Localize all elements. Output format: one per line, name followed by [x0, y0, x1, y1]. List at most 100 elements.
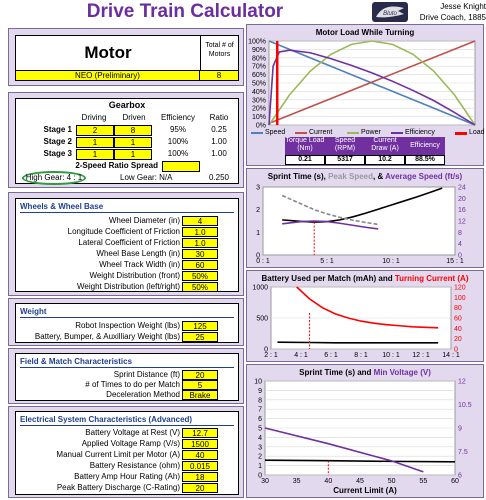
ratio-spread-input[interactable] — [162, 161, 200, 172]
series-line-peak-speed — [281, 194, 379, 226]
battery-voltage-input[interactable]: 12.7 — [182, 428, 218, 438]
weight-front-input[interactable]: 50% — [182, 271, 218, 281]
y2-tick-label: 120 — [454, 285, 466, 292]
motor-load-title: Motor Load While Turning — [315, 28, 415, 37]
y-tick-label: 40% — [252, 89, 266, 96]
robot-weight-input[interactable]: 125 — [182, 321, 218, 331]
sprint-distance-row: Sprint Distance (ft) 20 — [16, 370, 238, 380]
c-rating-label: Peak Battery Discharge (C-Rating) — [56, 483, 180, 492]
series-line-power — [268, 40, 476, 126]
decel-method-select[interactable]: Brake — [182, 390, 218, 400]
sprint-speed-panel: Sprint Time (s), Peak Speed, & Average S… — [246, 168, 484, 268]
battery-resistance-input[interactable]: 0.015 — [182, 461, 218, 471]
stage-3-driving-input[interactable]: 1 — [76, 149, 114, 160]
lat-friction-input[interactable]: 1.0 — [182, 238, 218, 248]
title-part: Average Speed (ft/s) — [385, 172, 463, 181]
stage-3-driven-input[interactable]: 1 — [114, 149, 152, 160]
electrical-heading: Electrical System Characteristics (Advan… — [20, 415, 193, 424]
torque-value: 0.21 — [285, 155, 325, 165]
times-per-match-input[interactable]: 5 — [182, 380, 218, 390]
col-driven: Driven — [122, 113, 146, 122]
y2-tick-label: 10.5 — [458, 402, 472, 409]
amp-hour-label: Battery Amp Hour Rating (Ah) — [74, 472, 180, 481]
legend-label: Load — [469, 129, 485, 136]
track-width-row: Wheel Track Width (in) 60 — [16, 260, 238, 270]
stage-2-ratio: 1.00 — [211, 137, 227, 146]
y-tick-label: 0 — [258, 473, 262, 480]
stage-1-driven-input[interactable]: 8 — [114, 125, 152, 136]
series-line-turning-current — [296, 286, 439, 329]
y-tick-label: 0 — [264, 347, 268, 354]
weight-panel: Weight Robot Inspection Weight (lbs) 125 … — [8, 298, 244, 346]
col-driving: Driving — [81, 113, 107, 122]
long-friction-row: Longitude Coefficient of Friction 1.0 — [16, 227, 238, 237]
stage-1-driving-input[interactable]: 2 — [76, 125, 114, 136]
col-ratio: Ratio — [209, 113, 229, 122]
robot-weight-label: Robot Inspection Weight (lbs) — [75, 321, 180, 330]
long-friction-input[interactable]: 1.0 — [182, 227, 218, 237]
y-tick-label: 1 — [256, 230, 260, 237]
y2-tick-label: 60 — [454, 316, 462, 323]
track-width-input[interactable]: 60 — [182, 260, 218, 270]
y-tick-label: 500 — [256, 316, 268, 323]
high-gear-value: High Gear: 4 : 1 — [25, 173, 83, 182]
gearbox-panel: Gearbox Driving Driven Efficiency Ratio … — [8, 92, 244, 188]
stage-3-ratio: 1.00 — [211, 149, 227, 158]
wheel-base-row: Wheel Base Length (in) 30 — [16, 249, 238, 259]
x-tick-label: 8 : 1 — [354, 352, 368, 359]
aux-weight-input[interactable]: 25 — [182, 332, 218, 342]
author-name: Jesse Knight — [440, 2, 486, 11]
y-tick-label: 4 — [258, 435, 262, 442]
x-tick-label: 50 — [388, 478, 396, 485]
high-gear-highlight — [22, 171, 86, 185]
wheels-box: Wheels & Wheel Base Wheel Diameter (in) 4… — [15, 198, 239, 292]
stage-2-driven-input[interactable]: 1 — [114, 137, 152, 148]
weight-lr-row: Weight Distribution (left/right) 50% — [16, 282, 238, 292]
motor-count-input[interactable]: 8 — [199, 70, 239, 81]
speed-header: Speed (RPM) — [325, 137, 365, 155]
current-limit-row: Manual Current Limit per Motor (A) 40 — [16, 450, 238, 460]
current-limit-input[interactable]: 40 — [182, 450, 218, 460]
battery-resistance-row: Battery Resistance (ohm) 0.015 — [16, 461, 238, 471]
weight-front-row: Weight Distribution (front) 50% — [16, 271, 238, 281]
weight-lr-input[interactable]: 50% — [182, 282, 218, 292]
stage-2-driving-input[interactable]: 1 — [76, 137, 114, 148]
x-tick-label: 2 : 1 — [264, 352, 278, 359]
y-tick-label: 0 — [256, 253, 260, 260]
motor-type-select[interactable]: NEO (Preliminary) — [15, 70, 200, 81]
x-tick-label: 10 : 1 — [382, 352, 400, 359]
weight-box: Weight Robot Inspection Weight (lbs) 125 … — [15, 303, 239, 343]
decel-method-row: Deceleration Method Brake — [16, 390, 238, 400]
decel-method-label: Deceleration Method — [106, 390, 180, 399]
y2-tick-label: 6 — [458, 473, 462, 480]
c-rating-input[interactable]: 20 — [182, 483, 218, 493]
torque-header: Torque Load (Nm) — [285, 137, 325, 155]
y2-tick-label: 20 — [454, 336, 462, 343]
series-line-sprint-time — [282, 187, 443, 223]
x-tick-label: 30 — [261, 478, 269, 485]
wheel-base-input[interactable]: 30 — [182, 249, 218, 259]
y-tick-label: 5 — [258, 426, 262, 433]
x-tick-label: 12 : 1 — [412, 352, 430, 359]
total-motors-label: Total # of Motors — [200, 36, 238, 70]
y2-tick-label: 100 — [454, 295, 466, 302]
y2-tick-label: 12 — [458, 219, 466, 226]
field-panel: Field & Match Characteristics Sprint Dis… — [8, 348, 244, 404]
title-part: Sprint Time (s), — [267, 172, 329, 181]
weight-heading: Weight — [20, 307, 47, 316]
wheel-diameter-input[interactable]: 4 — [182, 216, 218, 226]
x-tick-label: 15 : 1 — [446, 258, 464, 265]
voltage-ramp-input[interactable]: 1500 — [182, 439, 218, 449]
sprint-distance-input[interactable]: 20 — [182, 370, 218, 380]
legend-label: Speed — [265, 129, 286, 136]
long-friction-label: Longitude Coefficient of Friction — [67, 227, 180, 236]
amp-hour-input[interactable]: 18 — [182, 472, 218, 482]
x-tick-label: 6 : 1 — [324, 352, 338, 359]
legend-label: Power — [361, 129, 381, 136]
series-line-current — [268, 40, 476, 125]
battery-resistance-label: Battery Resistance (ohm) — [89, 461, 180, 470]
series-line-battery-used — [277, 341, 439, 344]
amp-hour-row: Battery Amp Hour Rating (Ah) 18 — [16, 472, 238, 482]
